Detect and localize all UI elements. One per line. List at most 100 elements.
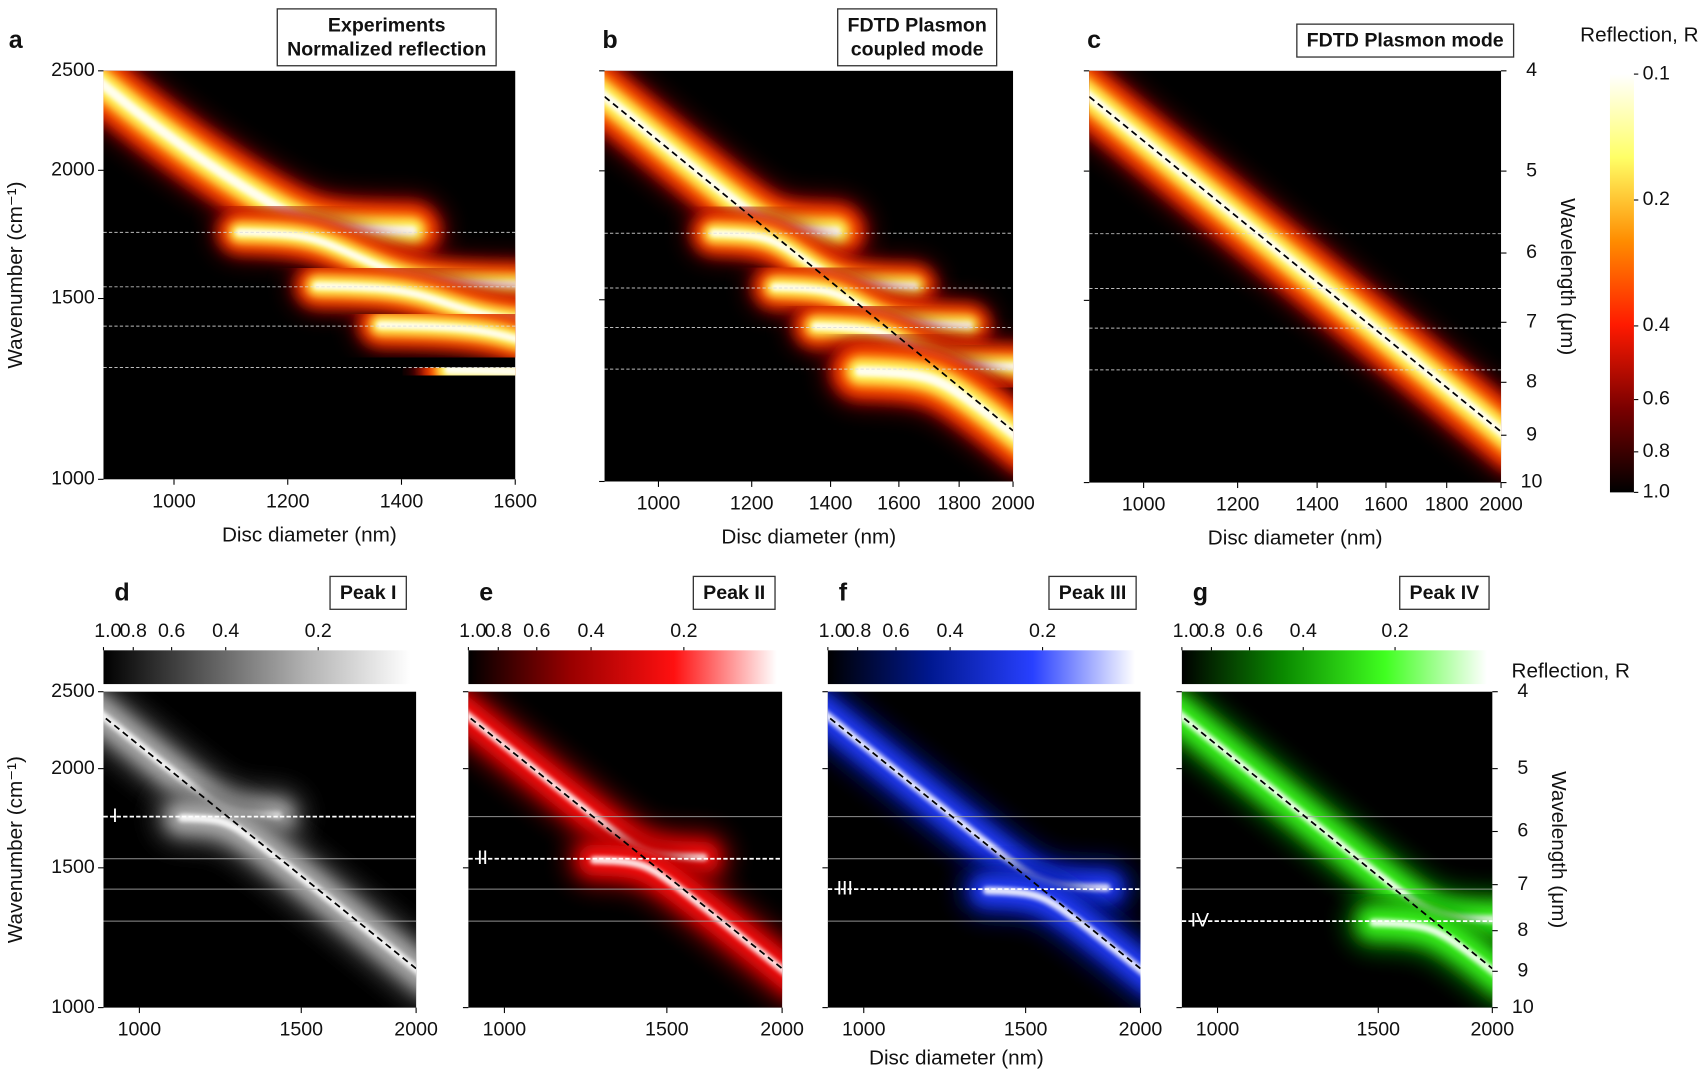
y-tick-label: 2000	[51, 757, 95, 779]
peak-label: II	[477, 847, 488, 869]
panel: III 1000 1500 2000 f Peak III 1.00.8 0.6 0.4 0.2	[819, 575, 1162, 1041]
x-tick-label: 1400	[380, 490, 424, 512]
colorbar	[827, 650, 1136, 685]
panel-letter: g	[1193, 578, 1208, 606]
colorbar-tick-label: 0.6	[1643, 388, 1670, 410]
x-tick-label: 1000	[637, 493, 681, 515]
title-box	[837, 8, 998, 67]
y2-axis-label: Wavelength (μm)	[1547, 771, 1570, 928]
plasmon-line	[1181, 715, 1493, 970]
colorbar-tick-label: 1.0	[1173, 620, 1200, 642]
x-tick-label: 1600	[877, 493, 921, 515]
x-tick-label: 1200	[1216, 494, 1260, 516]
panel: 1000 1200 1400 1600 1800 2000 Disc diameter (n…	[599, 8, 1035, 549]
y-axis-label: Wavenumber (cm⁻¹)	[4, 756, 27, 943]
title-box	[1399, 575, 1490, 610]
x-tick-label: 1000	[152, 490, 196, 512]
colorbar-tick-label: 0.4	[212, 620, 239, 642]
colorbar-tick-label: 1.0	[459, 620, 486, 642]
colorbar-tick-label: 0.2	[1643, 188, 1670, 210]
x-tick-label: 1500	[645, 1019, 689, 1041]
colorbar-tick-label: 0.2	[305, 620, 332, 642]
colorbar-tick-label: 1.0	[819, 620, 846, 642]
y2-tick-label: 4	[1526, 59, 1537, 81]
plasmon-line	[604, 95, 1014, 432]
colorbar-tick-label: 0.4	[577, 620, 604, 642]
plasmon-line	[827, 715, 1141, 970]
colorbar-tick-label: 0.6	[158, 620, 185, 642]
shared-colorbar-label: Reflection, R	[1512, 660, 1630, 683]
x-tick-label: 1400	[1295, 494, 1339, 516]
y-tick-label: 1500	[51, 287, 95, 309]
x-tick-label: 1600	[493, 490, 537, 512]
x-tick-label: 1500	[279, 1019, 323, 1041]
colorbar-tick-label: 0.1	[1643, 62, 1670, 84]
colorbar	[468, 650, 777, 685]
y2-tick-label: 5	[1517, 757, 1528, 779]
x-tick-label: 2000	[760, 1019, 804, 1041]
panel-title: Peak II	[703, 582, 765, 604]
colorbar-tick-label: 0.2	[670, 620, 697, 642]
y-tick-label: 1000	[51, 996, 95, 1018]
colorbar-tick-label: 0.4	[1643, 314, 1670, 336]
peak-label: III	[837, 877, 853, 899]
y-tick-label: 2500	[51, 680, 95, 702]
panel-title: Normalized reflection	[287, 38, 486, 60]
y2-tick-label: 9	[1517, 959, 1528, 981]
panel: II 1000 1500 2000 e Peak II 1.00.8 0.6 0.4 0.2	[459, 575, 804, 1041]
x-tick-label: 1000	[842, 1019, 886, 1041]
x-tick-label: 1500	[1356, 1019, 1400, 1041]
colorbar-tick-label: 0.2	[1381, 620, 1408, 642]
panel-letter: b	[602, 26, 617, 54]
x-tick-label: 2000	[1471, 1019, 1515, 1041]
colorbar-label: Reflection, R	[1580, 23, 1698, 46]
x-tick-label: 1400	[809, 493, 853, 515]
panel-title: FDTD Plasmon	[847, 14, 986, 36]
y-tick-label: 2000	[51, 158, 95, 180]
panel: 1000 1200 1400 1600 Disc diameter (nm) 1000 15…	[4, 8, 537, 546]
y2-tick-label: 4	[1517, 680, 1528, 702]
x-tick-label: 2000	[1479, 494, 1523, 516]
x-tick-label: 1800	[937, 493, 981, 515]
shared-x-label: Disc diameter (nm)	[869, 1046, 1044, 1069]
panel-title: Peak I	[340, 582, 397, 604]
y2-tick-label: 5	[1526, 159, 1537, 181]
panel-letter: d	[114, 578, 129, 606]
y2-tick-label: 9	[1526, 423, 1537, 445]
plasmon-line	[103, 715, 417, 970]
panel-letter: e	[479, 578, 493, 606]
peak-label: I	[112, 805, 117, 827]
y2-tick-label: 7	[1526, 310, 1537, 332]
peak-label: IV	[1191, 909, 1210, 931]
colorbar-tick-label: 0.8	[1643, 440, 1670, 462]
x-tick-label: 1800	[1425, 494, 1469, 516]
y2-tick-label: 8	[1526, 370, 1537, 392]
colorbar-tick-label: 0.2	[1029, 620, 1056, 642]
panel: 1000 1200 1400 1600 1800 2000 Disc diameter (n…	[1083, 23, 1579, 550]
panel-title: Peak IV	[1410, 582, 1480, 604]
title-box	[1048, 575, 1137, 610]
colorbar	[1181, 650, 1487, 685]
title-box	[692, 575, 776, 610]
panel-title: FDTD Plasmon mode	[1307, 30, 1504, 52]
panel-title: Experiments	[328, 14, 446, 36]
panel-letter: c	[1087, 26, 1101, 54]
panel-title: Peak III	[1059, 582, 1127, 604]
colorbar-tick-label: 1.0	[94, 620, 121, 642]
panel: I 1000 1500 2000 1000 1500 2000 2500 Wavenumber …	[4, 575, 438, 1041]
x-axis-label: Disc diameter (nm)	[721, 526, 896, 549]
x-tick-label: 1600	[1364, 494, 1408, 516]
colorbar-tick-label: 0.6	[523, 620, 550, 642]
title-box	[1296, 23, 1515, 58]
colorbar-tick-label: 0.6	[882, 620, 909, 642]
plasmon-line	[1089, 96, 1502, 433]
y2-tick-label: 7	[1517, 873, 1528, 895]
colorbar-tick-label: 0.8	[1198, 620, 1225, 642]
panel: IV 1000 1500 2000 4 5 6 7 8 9 10 Wavelength (μm) g Pe…	[1173, 575, 1570, 1041]
x-tick-label: 1000	[1122, 494, 1166, 516]
y2-tick-label: 6	[1517, 820, 1528, 842]
y-tick-label: 2500	[51, 59, 95, 81]
colorbar	[103, 650, 411, 685]
